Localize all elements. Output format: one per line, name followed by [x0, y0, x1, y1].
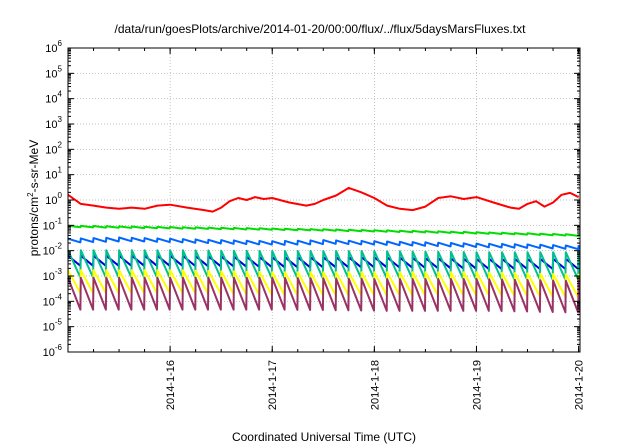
- y-axis-label: protons/cm2-s-sr-MeV: [26, 139, 41, 257]
- series-group: [67, 186, 580, 314]
- y-tick-label: 101: [45, 166, 62, 182]
- x-tick-labels: 2014-1-16 2014-1-17 2014-1-18 2014-1-19 2014…: [165, 360, 585, 410]
- y-tick-label: 10-6: [43, 343, 63, 359]
- series-line: [67, 276, 580, 314]
- y-tick-labels: 10-6 10-5 10-4 10-3 10-2 10-1 100 101 102 103 104 1…: [43, 39, 63, 359]
- y-tick-label: 104: [45, 90, 62, 106]
- y-tick-label: 10-4: [43, 292, 63, 308]
- y-tick-label: 103: [45, 115, 62, 131]
- x-tick-label: 2014-1-17: [267, 360, 279, 410]
- y-tick-label: 100: [45, 191, 62, 207]
- y-tick-label: 105: [45, 64, 62, 80]
- y-tick-label: 10-2: [43, 242, 63, 258]
- y-tick-label: 10-5: [43, 318, 63, 334]
- y-tick-label: 102: [45, 140, 62, 156]
- tick-marks: [67, 47, 580, 353]
- x-tick-label: 2014-1-18: [369, 360, 381, 410]
- series-line: [67, 249, 580, 281]
- series-line: [67, 224, 580, 237]
- y-tick-label: 10-1: [43, 216, 63, 232]
- x-tick-label: 2014-1-16: [165, 360, 177, 410]
- x-axis-label: Coordinated Universal Time (UTC): [231, 430, 417, 444]
- y-tick-label: 106: [45, 39, 62, 55]
- x-tick-label: 2014-1-20: [574, 360, 586, 410]
- x-tick-label: 2014-1-19: [471, 360, 483, 410]
- series-line: [67, 186, 580, 213]
- series-line: [67, 236, 580, 251]
- chart-title: /data/run/goesPlots/archive/2014-01-20/0…: [114, 22, 526, 36]
- y-tick-label: 10-3: [43, 267, 63, 283]
